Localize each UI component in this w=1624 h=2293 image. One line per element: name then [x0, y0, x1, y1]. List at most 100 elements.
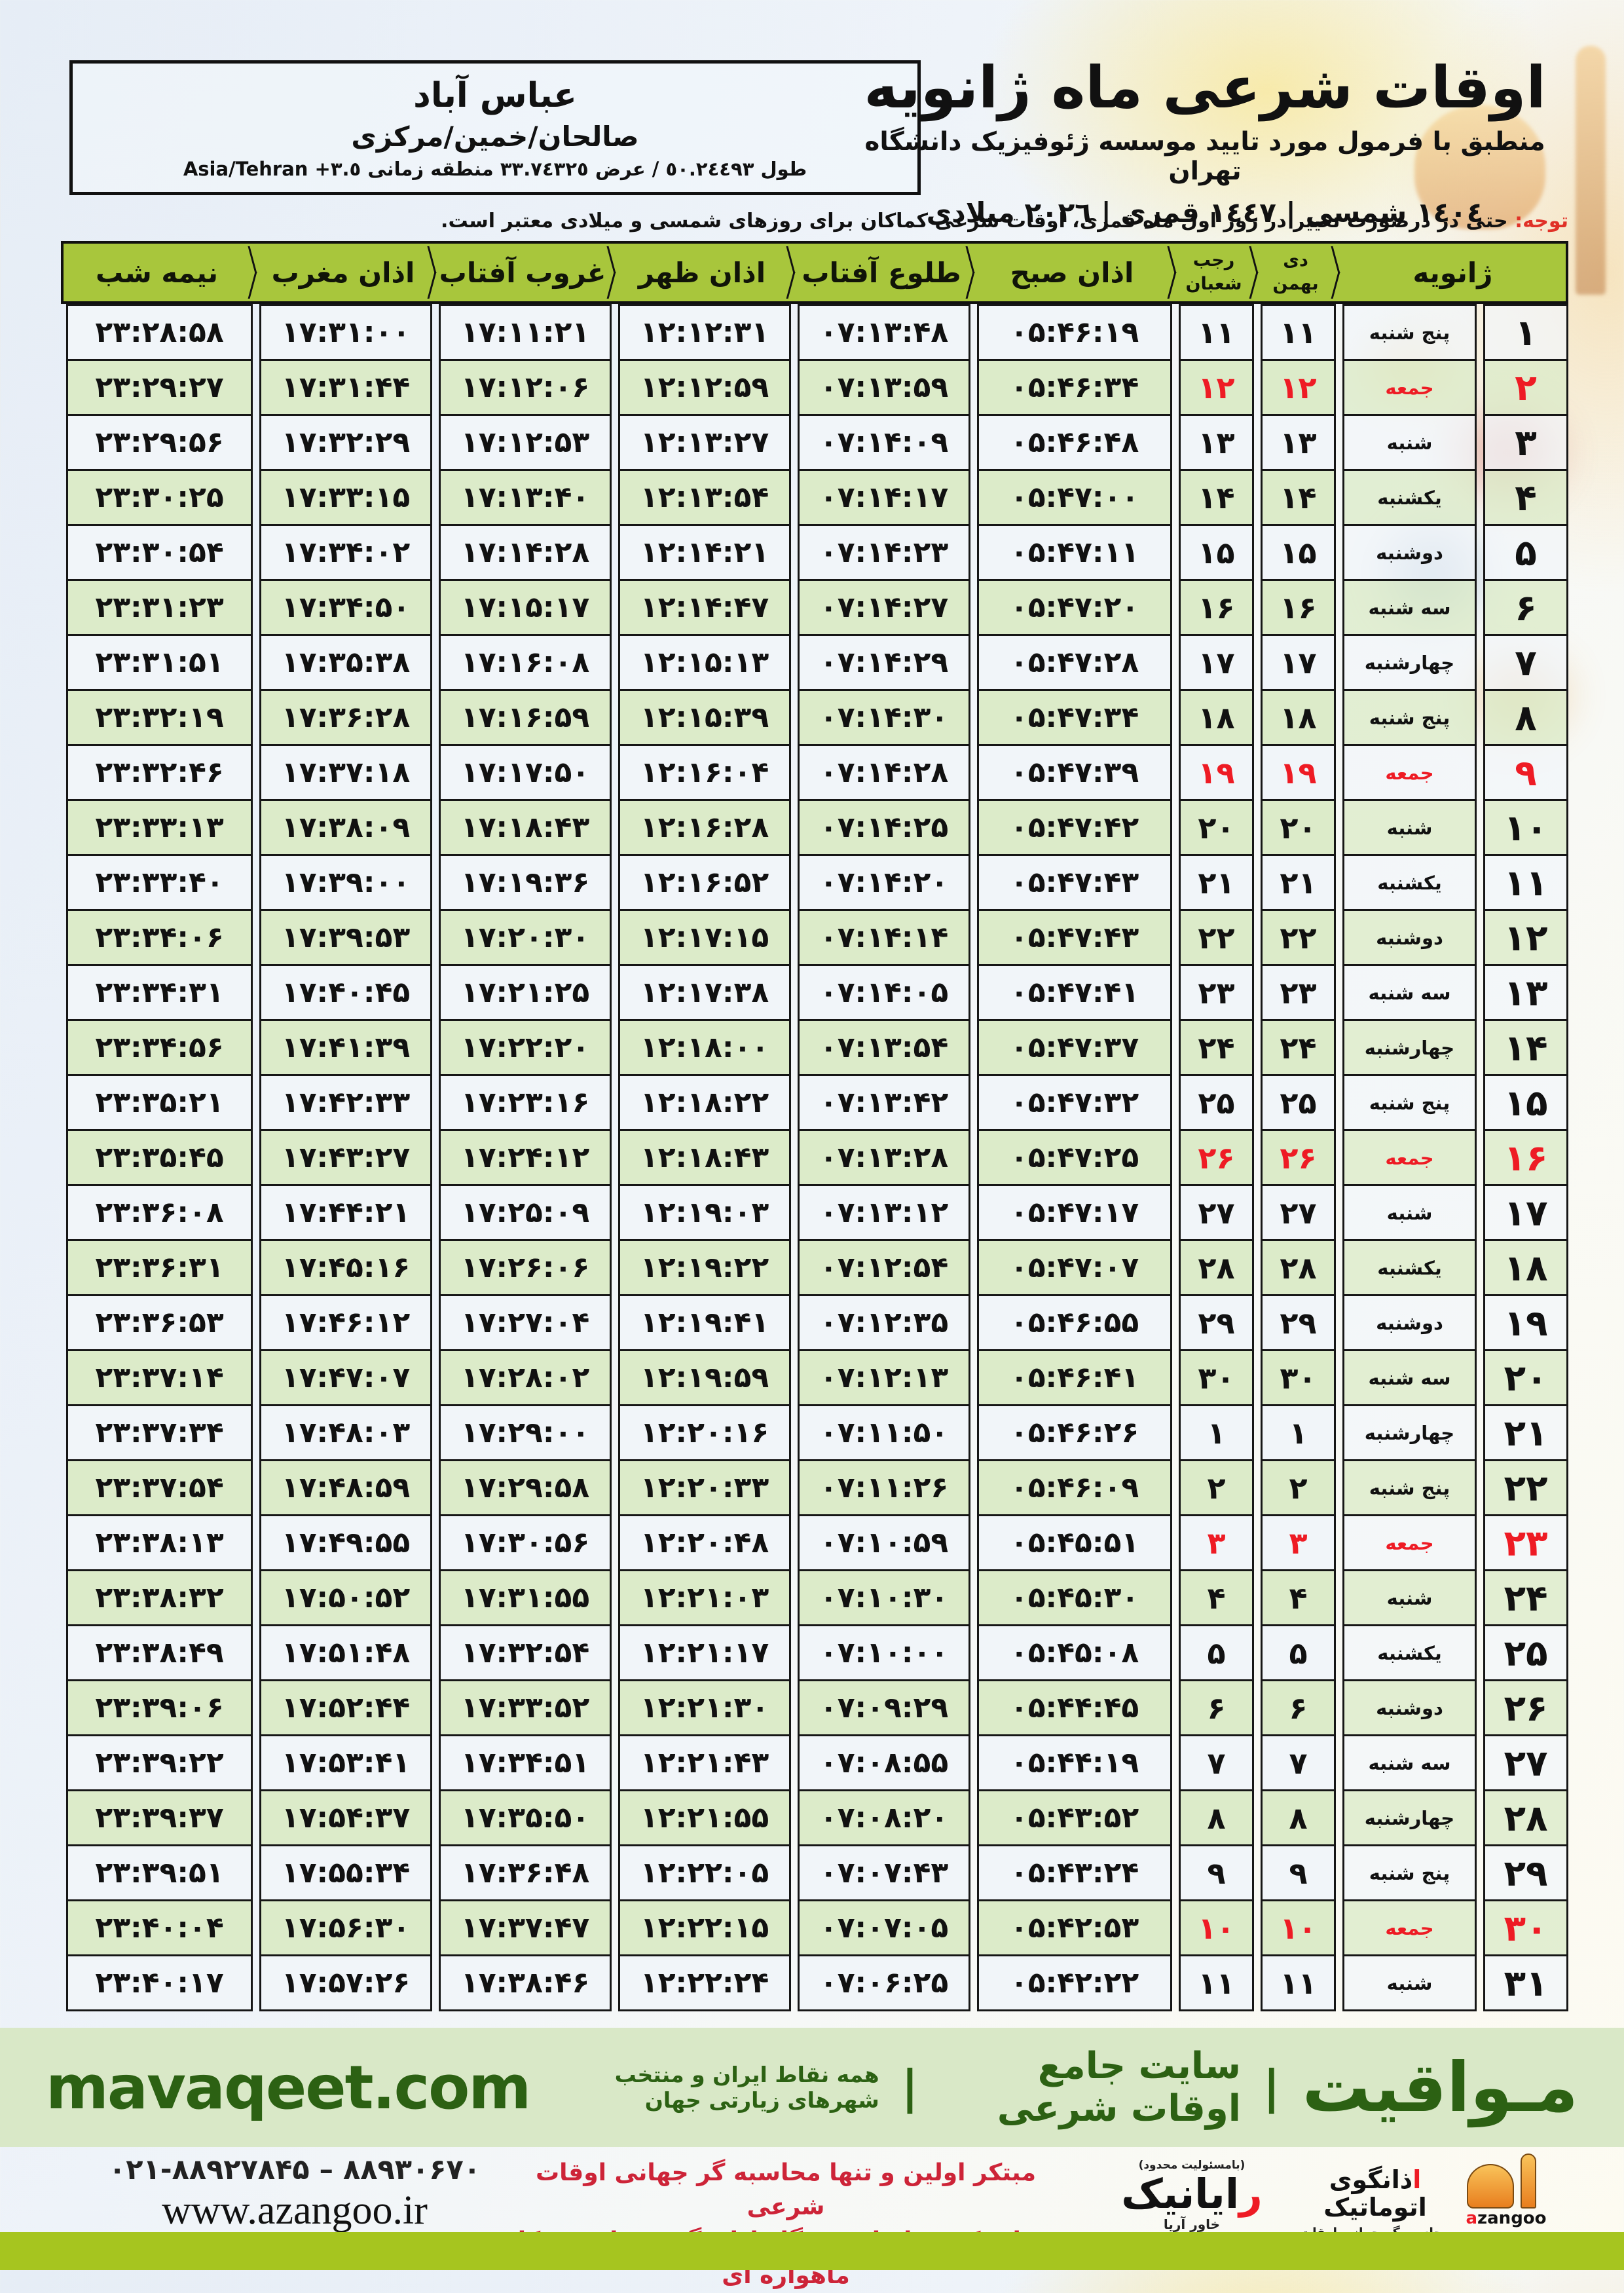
- note-line: توجه: حتی در درصورت تغییر در روز اول ماه…: [61, 210, 1568, 233]
- cell-ghorub: ۱۷:۱۳:۴۰: [439, 469, 612, 526]
- bar-separator: |: [1263, 2060, 1280, 2114]
- cell-sobh: ۰۵:۴۷:۳۴: [977, 689, 1172, 746]
- table-row: ۲۱ چهارشنبه ۱ ۱ ۰۵:۴۶:۲۶ ۰۷:۱۱:۵۰ ۱۲:۲۰:۱۶ ۱۷:۲…: [61, 1404, 1568, 1461]
- cell-tolu: ۰۷:۱۲:۱۳: [798, 1349, 970, 1406]
- cell-ghorub: ۱۷:۲۴:۱۲: [439, 1129, 612, 1186]
- cell-shamsi: ۲۵: [1261, 1074, 1336, 1131]
- cell-nimeshab: ۲۳:۳۸:۱۳: [66, 1514, 253, 1571]
- azangoo-url: www.azangoo.ir: [162, 2188, 428, 2233]
- cell-ghorub: ۱۷:۳۵:۵۰: [439, 1789, 612, 1846]
- prayer-times-table: ژانویه دی بهمن رجب شعبان اذان صبح طلوع آ…: [61, 241, 1568, 2011]
- table-row: ۳ شنبه ۱۳ ۱۳ ۰۵:۴۶:۴۸ ۰۷:۱۴:۰۹ ۱۲:۱۳:۲۷ ۱۷:۱۲:۵…: [61, 414, 1568, 471]
- cell-weekday: شنبه: [1342, 1569, 1477, 1626]
- cell-sobh: ۰۵:۴۷:۴۳: [977, 854, 1172, 911]
- dome-icon: [1467, 2164, 1514, 2209]
- cell-shamsi: ۲۸: [1261, 1239, 1336, 1296]
- cell-shamsi: ۹: [1261, 1844, 1336, 1901]
- cell-day: ۲۰: [1483, 1349, 1568, 1406]
- cell-nimeshab: ۲۳:۳۸:۳۲: [66, 1569, 253, 1626]
- cell-weekday: جمعه: [1342, 744, 1477, 801]
- timezone-text: Asia/Tehran +٣.٥: [183, 157, 361, 180]
- cell-ghorub: ۱۷:۲۶:۰۶: [439, 1239, 612, 1296]
- cell-tolu: ۰۷:۱۳:۵۴: [798, 1019, 970, 1076]
- cell-tolu: ۰۷:۰۷:۴۳: [798, 1844, 970, 1901]
- table-row: ۱۶ جمعه ۲۶ ۲۶ ۰۵:۴۷:۲۵ ۰۷:۱۳:۲۸ ۱۲:۱۸:۴۳ ۱۷:۲۴:…: [61, 1129, 1568, 1186]
- cell-shamsi: ۲۱: [1261, 854, 1336, 911]
- cell-sobh: ۰۵:۴۷:۳۷: [977, 1019, 1172, 1076]
- cell-maghreb: ۱۷:۳۹:۰۰: [259, 854, 432, 911]
- cell-sobh: ۰۵:۴۷:۰۷: [977, 1239, 1172, 1296]
- cell-sobh: ۰۵:۴۶:۱۹: [977, 304, 1172, 361]
- cell-qamari: ۱۱: [1179, 304, 1254, 361]
- cell-weekday: چهارشنبه: [1342, 1019, 1477, 1076]
- cell-qamari: ۲۱: [1179, 854, 1254, 911]
- cell-ghorub: ۱۷:۲۰:۳۰: [439, 909, 612, 966]
- cell-shamsi: ۱۱: [1261, 304, 1336, 361]
- rayanik-subname: خاور آریا: [1163, 2216, 1221, 2233]
- cell-tolu: ۰۷:۱۰:۳۰: [798, 1569, 970, 1626]
- cell-weekday: سه شنبه: [1342, 579, 1477, 636]
- cell-zohr: ۱۲:۱۶:۵۲: [618, 854, 791, 911]
- cell-day: ۸: [1483, 689, 1568, 746]
- cell-weekday: چهارشنبه: [1342, 1789, 1477, 1846]
- cell-zohr: ۱۲:۱۸:۰۰: [618, 1019, 791, 1076]
- cell-tolu: ۰۷:۱۴:۲۵: [798, 799, 970, 856]
- dome-shape: [1414, 105, 1545, 229]
- cell-maghreb: ۱۷:۴۴:۲۱: [259, 1184, 432, 1241]
- cell-sobh: ۰۵:۴۳:۵۲: [977, 1789, 1172, 1846]
- cell-weekday: پنج شنبه: [1342, 1074, 1477, 1131]
- cell-tolu: ۰۷:۱۱:۲۶: [798, 1459, 970, 1516]
- cell-day: ۲: [1483, 359, 1568, 416]
- cell-sobh: ۰۵:۴۷:۴۳: [977, 909, 1172, 966]
- cell-sobh: ۰۵:۴۷:۴۱: [977, 964, 1172, 1021]
- cell-sobh: ۰۵:۴۶:۳۴: [977, 359, 1172, 416]
- cell-qamari: ۱۷: [1179, 634, 1254, 691]
- cell-nimeshab: ۲۳:۳۱:۵۱: [66, 634, 253, 691]
- cell-zohr: ۱۲:۱۹:۲۲: [618, 1239, 791, 1296]
- cell-nimeshab: ۲۳:۳۷:۳۴: [66, 1404, 253, 1461]
- cell-zohr: ۱۲:۱۷:۱۵: [618, 909, 791, 966]
- region-name: صالحان/خمین/مرکزی: [351, 120, 639, 153]
- cell-qamari: ۲۵: [1179, 1074, 1254, 1131]
- cell-sobh: ۰۵:۴۶:۲۶: [977, 1404, 1172, 1461]
- cell-ghorub: ۱۷:۲۸:۰۲: [439, 1349, 612, 1406]
- cell-tolu: ۰۷:۱۴:۳۰: [798, 689, 970, 746]
- cell-shamsi: ۲: [1261, 1459, 1336, 1516]
- cell-nimeshab: ۲۳:۳۸:۴۹: [66, 1624, 253, 1681]
- cell-sobh: ۰۵:۴۷:۱۱: [977, 524, 1172, 581]
- cell-zohr: ۱۲:۱۵:۳۹: [618, 689, 791, 746]
- location-box: عباس آباد صالحان/خمین/مرکزی طول ٥٠.٢٤٤٩٣…: [69, 60, 921, 195]
- cell-ghorub: ۱۷:۱۶:۵۹: [439, 689, 612, 746]
- cell-weekday: سه شنبه: [1342, 964, 1477, 1021]
- table-row: ۱ پنج شنبه ۱۱ ۱۱ ۰۵:۴۶:۱۹ ۰۷:۱۳:۴۸ ۱۲:۱۲:۳۱ ۱۷:…: [61, 304, 1568, 361]
- cell-shamsi: ۱: [1261, 1404, 1336, 1461]
- cell-weekday: یکشنبه: [1342, 1624, 1477, 1681]
- cell-maghreb: ۱۷:۵۱:۴۸: [259, 1624, 432, 1681]
- coordinates-text: طول ٥٠.٢٤٤٩٣ / عرض ٣٣.٧٤٣٢٥ منطقه زمانی: [367, 157, 807, 180]
- cell-zohr: ۱۲:۲۲:۱۵: [618, 1899, 791, 1956]
- cell-day: ۱۹: [1483, 1294, 1568, 1351]
- cell-maghreb: ۱۷:۵۰:۵۲: [259, 1569, 432, 1626]
- cell-day: ۲۴: [1483, 1569, 1568, 1626]
- rayanik-rest: ایانیک: [1121, 2170, 1240, 2218]
- cell-day: ۱۷: [1483, 1184, 1568, 1241]
- cell-ghorub: ۱۷:۲۱:۲۵: [439, 964, 612, 1021]
- mavaqeet-url: mavaqeet.com: [46, 2052, 531, 2123]
- cell-day: ۱۵: [1483, 1074, 1568, 1131]
- cell-nimeshab: ۲۳:۳۲:۴۶: [66, 744, 253, 801]
- footer: ۰۲۱-۸۸۹۲۷۸۴۵ – ۸۸۹۳۰۶۷۰ www.azangoo.ir م…: [0, 2147, 1624, 2289]
- cell-tolu: ۰۷:۱۳:۴۸: [798, 304, 970, 361]
- cell-sobh: ۰۵:۴۳:۲۴: [977, 1844, 1172, 1901]
- cell-weekday: دوشنبه: [1342, 909, 1477, 966]
- cell-nimeshab: ۲۳:۳۴:۵۶: [66, 1019, 253, 1076]
- cell-tolu: ۰۷:۱۰:۰۰: [798, 1624, 970, 1681]
- cell-shamsi: ۱۸: [1261, 689, 1336, 746]
- cell-day: ۱۲: [1483, 909, 1568, 966]
- table-row: ۲۶ دوشنبه ۶ ۶ ۰۵:۴۴:۴۵ ۰۷:۰۹:۲۹ ۱۲:۲۱:۳۰ ۱۷:۳۳:…: [61, 1679, 1568, 1736]
- cell-qamari: ۳: [1179, 1514, 1254, 1571]
- cell-zohr: ۱۲:۱۲:۵۹: [618, 359, 791, 416]
- cell-day: ۷: [1483, 634, 1568, 691]
- cell-maghreb: ۱۷:۳۹:۵۳: [259, 909, 432, 966]
- table-row: ۲۳ جمعه ۳ ۳ ۰۵:۴۵:۵۱ ۰۷:۱۰:۵۹ ۱۲:۲۰:۴۸ ۱۷:۳۰:۵۶…: [61, 1514, 1568, 1571]
- cell-maghreb: ۱۷:۵۴:۳۷: [259, 1789, 432, 1846]
